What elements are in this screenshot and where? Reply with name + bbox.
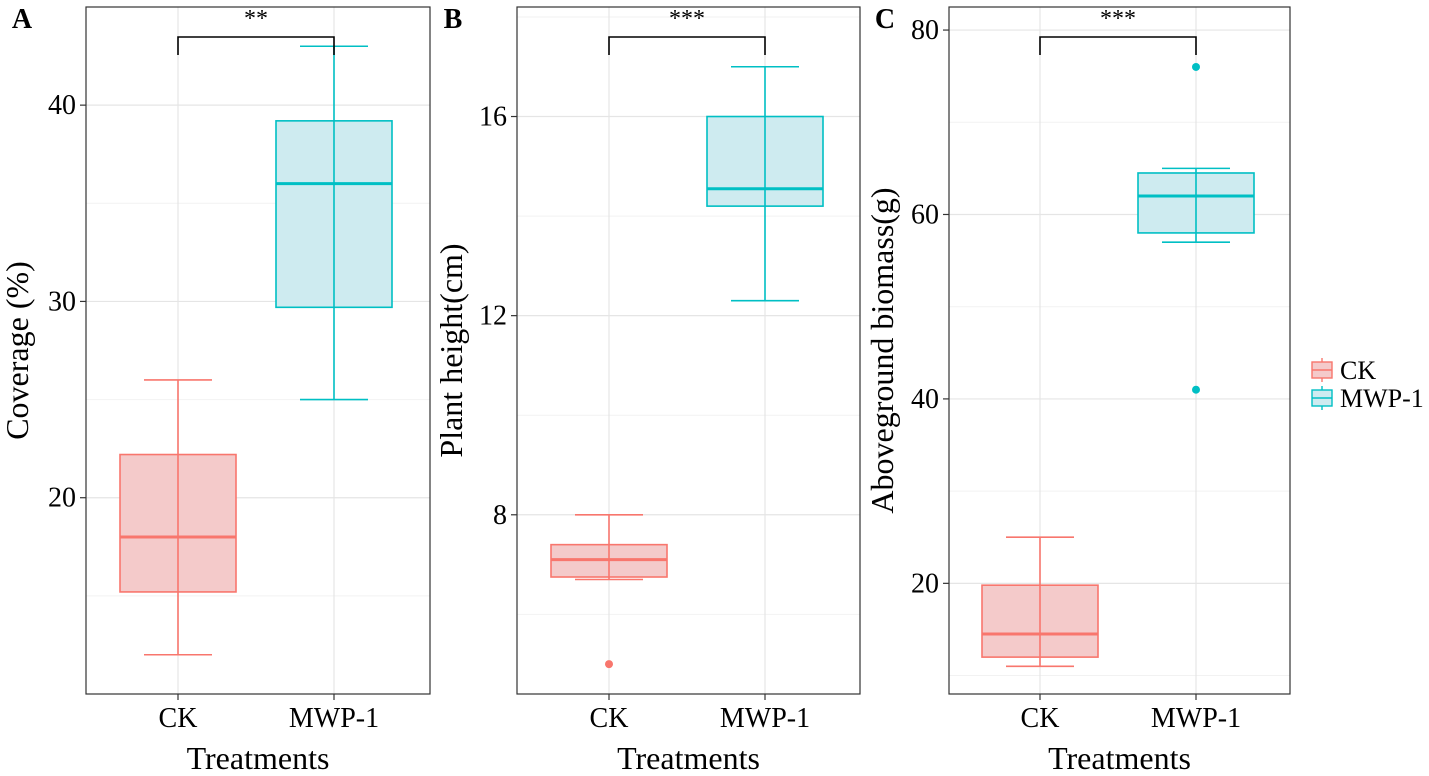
significance-bracket — [608, 36, 766, 55]
y-axis-title: Plant height(cm) — [433, 243, 469, 457]
legend-label: MWP-1 — [1340, 384, 1424, 413]
outlier-point — [1192, 62, 1200, 71]
x-axis-title: Treatments — [617, 740, 760, 776]
y-tick-label: 40 — [48, 90, 76, 121]
y-tick-label: 40 — [911, 384, 939, 415]
x-tick-label: MWP-1 — [1151, 703, 1241, 734]
box-mwp-1 — [275, 45, 393, 401]
y-axis-title: Aboveground biomass(g) — [864, 187, 900, 513]
legend-item-ck: CK — [1311, 356, 1376, 385]
x-tick-label: MWP-1 — [289, 703, 379, 734]
y-tick-label: 20 — [48, 483, 76, 514]
y-tick-label: 12 — [479, 301, 507, 332]
panel-a: ** 20 30 40 CK MWP-1 Treatments Coverage (%) A — [0, 4, 431, 776]
x-tick-label: CK — [159, 703, 198, 734]
panel-letter-label: A — [12, 4, 33, 35]
x-tick-label: CK — [590, 703, 629, 734]
y-tick-label: 16 — [479, 102, 507, 133]
significance-label: ** — [244, 6, 268, 32]
box-mwp-1 — [1137, 62, 1255, 394]
x-tick-label: CK — [1021, 703, 1060, 734]
panel-b: *** 8 12 16 CK MWP-1 Treatments Plant height(cm… — [433, 4, 861, 776]
y-tick-label: 80 — [911, 15, 939, 46]
box-mwp-1 — [706, 65, 824, 302]
outlier-point — [1192, 385, 1200, 394]
box-ck — [119, 379, 237, 656]
significance-label: *** — [1100, 6, 1136, 32]
plot-frame — [85, 6, 431, 695]
outlier-point — [605, 660, 613, 669]
panel-letter-label: C — [875, 4, 895, 35]
significance-bracket — [177, 36, 335, 55]
box-ck — [981, 536, 1099, 668]
legend-item-mwp-1: MWP-1 — [1311, 384, 1424, 413]
y-tick-label: 20 — [911, 568, 939, 599]
y-tick-label: 60 — [911, 199, 939, 230]
significance-bracket — [1039, 36, 1197, 55]
plot-frame — [948, 6, 1291, 695]
panel-letter-label: B — [444, 4, 463, 35]
x-axis-title: Treatments — [187, 740, 330, 776]
panel-c: *** 20 40 60 80 CK MWP-1 Treatments Aboveground … — [864, 4, 1291, 776]
legend-label: CK — [1340, 356, 1376, 385]
y-tick-label: 8 — [493, 500, 507, 531]
x-axis-title: Treatments — [1048, 740, 1191, 776]
y-tick-label: 30 — [48, 286, 76, 317]
y-axis-title: Coverage (%) — [0, 261, 35, 440]
x-tick-label: MWP-1 — [720, 703, 810, 734]
box-ck — [550, 513, 668, 669]
plot-frame — [516, 6, 861, 695]
significance-label: *** — [669, 6, 705, 32]
